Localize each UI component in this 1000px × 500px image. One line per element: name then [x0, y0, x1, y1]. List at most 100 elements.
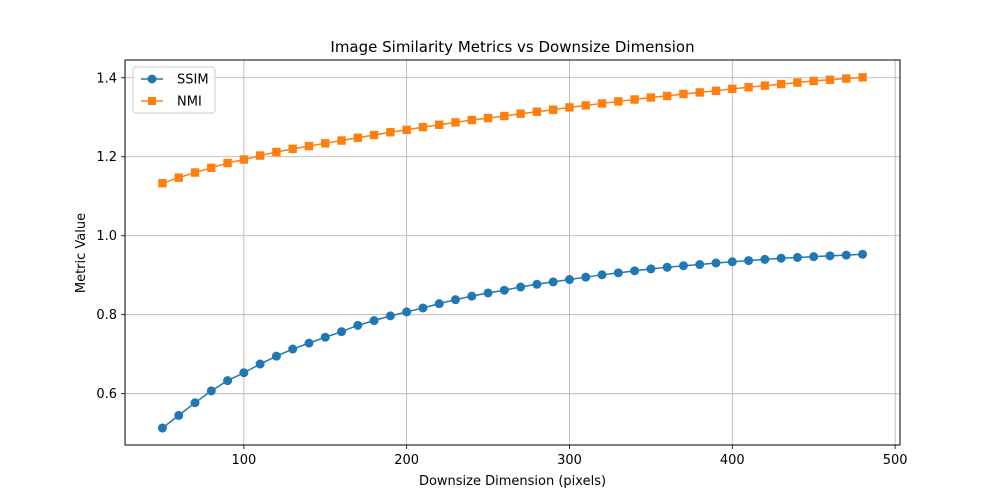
y-tick-label: 1.2	[96, 150, 117, 165]
ssim-point	[223, 376, 233, 386]
legend: SSIM NMI	[132, 66, 216, 114]
y-tick-label: 0.6	[96, 387, 117, 402]
nmi-point	[483, 113, 493, 123]
nmi-point	[679, 89, 688, 99]
x-tick-label: 300	[557, 453, 582, 468]
nmi-point	[825, 75, 835, 84]
ssim-point	[434, 299, 444, 309]
nmi-point	[516, 109, 525, 118]
chart-title: Image Similarity Metrics vs Downsize Dim…	[330, 38, 694, 56]
ssim-point	[711, 258, 721, 268]
nmi-point	[662, 91, 672, 101]
ssim-point	[157, 423, 167, 433]
nmi-point	[728, 84, 737, 94]
ssim-point	[516, 282, 526, 292]
ssim-point	[597, 270, 607, 280]
nmi-point	[809, 76, 818, 86]
nmi-point	[158, 179, 167, 188]
ssim-point	[776, 253, 786, 263]
nmi-point	[565, 103, 574, 112]
ssim-point	[792, 252, 802, 262]
nmi-point	[353, 133, 363, 142]
legend-label-nmi: NMI	[177, 95, 202, 110]
nmi-point	[500, 111, 509, 121]
ssim-point	[548, 277, 558, 287]
ssim-point	[418, 303, 428, 313]
ssim-point	[451, 295, 461, 305]
nmi-point	[630, 95, 639, 104]
series-ssim	[157, 249, 868, 433]
nmi-point	[776, 79, 786, 89]
nmi-point	[467, 115, 476, 125]
nmi-point	[418, 122, 428, 132]
y-tick-label: 0.8	[96, 308, 117, 323]
nmi-point	[858, 73, 867, 82]
y-tick-label: 1.4	[96, 71, 117, 86]
ssim-point	[467, 291, 477, 301]
y-axis-label: Metric Value	[74, 213, 89, 293]
ssim-point	[678, 261, 688, 271]
x-tick-label: 400	[720, 453, 745, 468]
ssim-point	[320, 332, 330, 342]
ssim-point	[760, 254, 770, 264]
ssim-point	[206, 386, 216, 396]
nmi-point	[369, 130, 379, 140]
nmi-point	[581, 101, 590, 110]
nmi-point	[842, 74, 851, 83]
legend-item-ssim: SSIM	[141, 73, 209, 88]
ssim-point	[337, 327, 347, 337]
series-layer	[157, 73, 868, 433]
nmi-point	[402, 125, 411, 135]
ssim-point	[483, 288, 493, 298]
nmi-point	[304, 141, 314, 151]
legend-marker-nmi	[148, 97, 156, 105]
nmi-point	[207, 163, 216, 172]
legend-label-ssim: SSIM	[177, 73, 209, 88]
ssim-point	[744, 256, 754, 266]
ssim-point	[402, 307, 412, 317]
ssim-point	[646, 264, 656, 274]
nmi-point	[744, 83, 753, 92]
nmi-point	[793, 78, 802, 87]
nmi-point	[451, 118, 460, 127]
ssim-point	[174, 410, 184, 420]
nmi-point	[435, 120, 444, 129]
axis-ticks: 100 200 300 400 500 0.6 0.8 1.0 1.2 1.4	[96, 71, 907, 468]
ssim-point	[385, 311, 395, 321]
ssim-point	[369, 316, 379, 326]
ssim-point	[662, 262, 672, 272]
nmi-point	[239, 155, 249, 164]
y-tick-label: 1.0	[96, 229, 117, 244]
ssim-point	[271, 351, 281, 361]
ssim-point	[255, 359, 265, 369]
ssim-point	[613, 268, 623, 278]
nmi-point	[695, 88, 704, 97]
x-tick-label: 500	[883, 453, 908, 468]
nmi-point	[711, 86, 721, 95]
nmi-point	[337, 136, 346, 145]
nmi-point	[386, 128, 395, 137]
nmi-point	[597, 99, 607, 108]
ssim-point	[353, 320, 363, 330]
nmi-point	[321, 139, 330, 148]
ssim-point	[695, 260, 705, 270]
nmi-point	[174, 173, 183, 182]
ssim-point	[564, 275, 574, 285]
nmi-point	[190, 168, 200, 177]
nmi-point	[272, 147, 281, 157]
nmi-point	[532, 107, 542, 116]
plot-frame	[124, 59, 901, 446]
nmi-point	[646, 93, 656, 102]
legend-item-nmi: NMI	[141, 95, 202, 110]
nmi-point	[614, 97, 623, 106]
ssim-point	[809, 252, 819, 262]
ssim-point	[858, 249, 868, 259]
ssim-point	[288, 344, 298, 354]
ssim-point	[499, 285, 509, 295]
series-nmi	[158, 73, 867, 188]
ssim-point	[825, 251, 835, 261]
x-tick-label: 100	[231, 453, 256, 468]
ssim-point	[630, 266, 640, 276]
ssim-point	[532, 279, 542, 289]
ssim-point	[841, 250, 851, 260]
